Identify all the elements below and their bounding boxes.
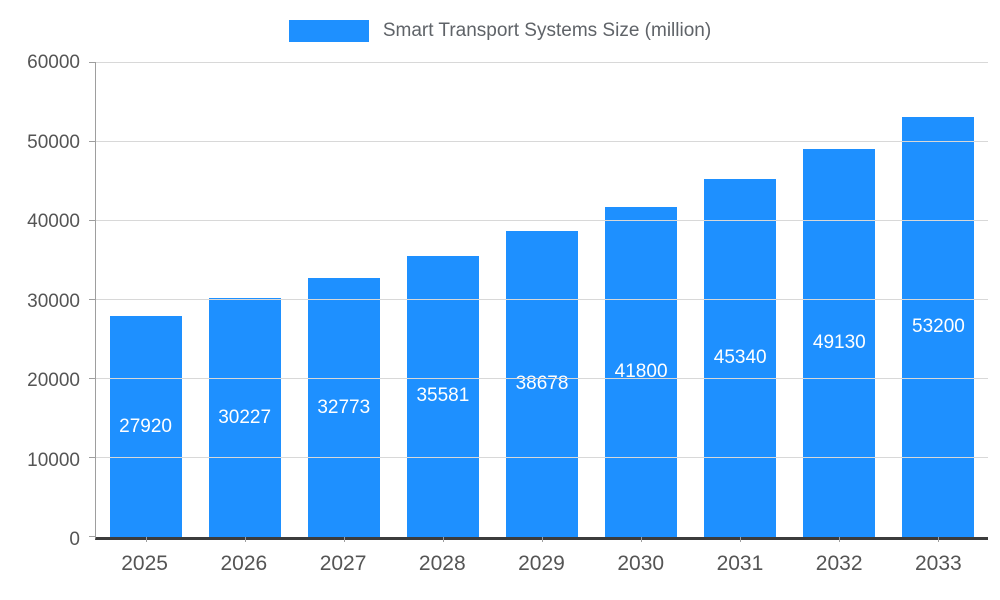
y-tick-mark xyxy=(89,220,96,222)
x-axis-tick-label: 2032 xyxy=(815,552,863,575)
y-axis-tick-label: 0 xyxy=(69,529,80,550)
x-axis-tick-label: 2025 xyxy=(121,552,168,575)
y-tick-mark xyxy=(89,457,96,459)
x-tick-mark xyxy=(442,537,444,542)
bar-2032: 49130 xyxy=(803,148,876,537)
y-tick-mark xyxy=(89,378,96,380)
x-tick-mark xyxy=(938,537,940,542)
x-tick-mark xyxy=(542,537,543,542)
x-tick-mark xyxy=(839,537,841,542)
gridline xyxy=(96,457,988,459)
x-axis-tick-label: 2028 xyxy=(418,552,466,575)
bar-value-label: 45340 xyxy=(713,346,767,368)
bar-2026: 30227 xyxy=(208,298,281,537)
x-axis-tick-label: 2026 xyxy=(220,552,268,575)
x-axis-tick-label: 2033 xyxy=(915,552,962,575)
x-tick-mark xyxy=(641,537,643,542)
bar-2027: 32773 xyxy=(307,278,380,537)
y-axis: 0 10000 20000 30000 40000 50000 60000 xyxy=(0,52,84,550)
bar-2025: 27920 xyxy=(109,316,182,537)
bar-series: 27920 30227 32773 35581 38678 41800 45340 49130… xyxy=(96,63,988,537)
y-axis-tick-label: 40000 xyxy=(27,211,80,233)
bar-2031: 45340 xyxy=(704,178,777,537)
x-axis-tick-label: 2031 xyxy=(716,552,764,575)
gridline xyxy=(96,62,988,63)
plot-area: 27920 30227 32773 35581 38678 41800 45340 49130… xyxy=(89,62,988,542)
y-tick-mark xyxy=(89,536,96,537)
x-tick-mark xyxy=(244,537,246,542)
chart-legend: Smart Transport Systems Size (million) xyxy=(0,16,1000,46)
gridline xyxy=(96,220,988,222)
y-tick-mark xyxy=(89,141,96,142)
x-tick-mark xyxy=(343,537,345,542)
x-axis-tick-label: 2030 xyxy=(617,552,665,575)
x-tick-mark xyxy=(145,537,147,542)
x-tick-mark xyxy=(740,537,742,542)
y-axis-tick-label: 50000 xyxy=(27,131,80,153)
gridline xyxy=(96,299,988,300)
bar-2030: 41800 xyxy=(605,206,678,537)
bar-value-label: 38678 xyxy=(515,373,569,395)
y-axis-tick-label: 60000 xyxy=(27,52,80,73)
y-axis-tick-label: 30000 xyxy=(27,290,80,312)
y-axis-tick-label: 10000 xyxy=(27,449,80,471)
gridline xyxy=(96,141,988,142)
bar-value-label: 35581 xyxy=(416,385,470,407)
y-tick-mark xyxy=(89,62,96,63)
y-tick-mark xyxy=(89,299,96,300)
gridline xyxy=(96,378,988,380)
bar-value-label: 32773 xyxy=(317,396,371,418)
bar-2033: 53200 xyxy=(902,116,975,537)
bar-value-label: 41800 xyxy=(614,360,668,382)
legend-label: Smart Transport Systems Size (million) xyxy=(382,20,712,41)
bar-2029: 38678 xyxy=(505,231,578,537)
bar-value-label: 27920 xyxy=(119,415,172,437)
bar-value-label: 49130 xyxy=(812,331,866,353)
bar-2028: 35581 xyxy=(406,255,479,537)
y-axis-tick-label: 20000 xyxy=(27,370,80,392)
legend-swatch xyxy=(288,20,369,42)
bar-value-label: 53200 xyxy=(912,315,965,337)
x-axis-tick-label: 2029 xyxy=(518,552,565,575)
x-axis: 2025 2026 2027 2028 2029 2030 2031 2032 2033 xyxy=(95,552,988,576)
x-axis-tick-label: 2027 xyxy=(319,552,367,575)
bar-value-label: 30227 xyxy=(218,406,272,428)
